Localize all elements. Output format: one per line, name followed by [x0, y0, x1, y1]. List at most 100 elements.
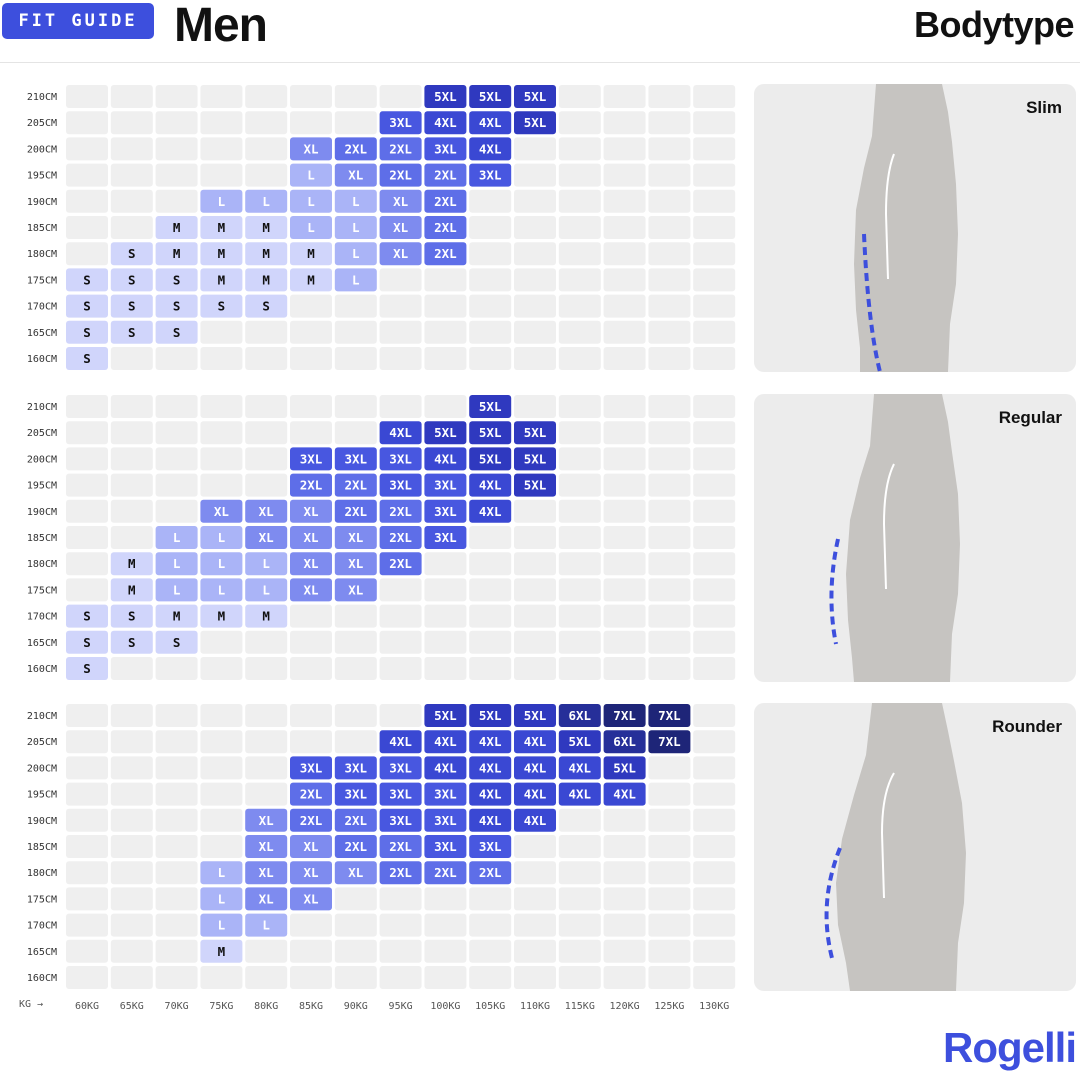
empty-cell [558, 447, 601, 471]
empty-cell [514, 216, 556, 239]
empty-cell [558, 421, 601, 445]
empty-cell [200, 347, 243, 370]
empty-cell [66, 395, 108, 418]
empty-cell [693, 111, 736, 135]
empty-cell [603, 499, 646, 523]
empty-cell [110, 189, 153, 213]
size-cell-label: 3XL [434, 141, 457, 156]
size-cell-label: L [173, 582, 181, 597]
empty-cell [693, 347, 736, 370]
empty-cell [200, 421, 243, 445]
empty-cell [66, 835, 108, 858]
empty-cell [334, 887, 377, 911]
empty-cell [424, 630, 467, 654]
size-cell-label: 2XL [389, 839, 412, 854]
size-cell [290, 861, 332, 885]
size-cell-label: 4XL [389, 425, 412, 440]
empty-cell [693, 630, 736, 654]
x-tick-label: 125KG [654, 1001, 684, 1012]
empty-cell [245, 657, 288, 680]
empty-cell [379, 395, 422, 418]
size-cell [334, 552, 377, 576]
page-title: Men [174, 0, 268, 52]
x-tick-label: 60KG [75, 1001, 99, 1012]
y-tick-label: 180CM [27, 249, 57, 260]
size-cell [155, 294, 198, 318]
empty-cell [245, 421, 288, 445]
empty-cell [200, 137, 243, 161]
empty-cell [558, 395, 601, 418]
empty-cell [200, 111, 243, 135]
empty-cell [110, 756, 153, 780]
y-tick-label: 210CM [27, 92, 57, 103]
empty-cell [245, 630, 288, 654]
y-tick-label: 210CM [27, 711, 57, 722]
size-cell-label: M [173, 609, 181, 624]
empty-cell [290, 111, 332, 135]
y-tick-label: 160CM [27, 973, 57, 984]
size-cell [290, 578, 332, 602]
size-cell-label: 5XL [524, 451, 547, 466]
size-cell [424, 782, 467, 806]
empty-cell [379, 630, 422, 654]
size-cell-label: 5XL [613, 760, 636, 775]
size-cell [290, 782, 332, 806]
size-cell [200, 552, 243, 576]
empty-cell [514, 552, 556, 576]
size-cell-label: L [218, 530, 226, 545]
y-tick-label: 200CM [27, 454, 57, 465]
empty-cell [379, 320, 422, 344]
size-cell [290, 473, 332, 497]
size-cell [110, 578, 153, 602]
size-cell [290, 189, 332, 213]
empty-cell [200, 657, 243, 680]
empty-cell [379, 347, 422, 370]
empty-cell [693, 447, 736, 471]
empty-cell [558, 657, 601, 680]
size-cell-label: 3XL [434, 787, 457, 802]
size-cell [290, 499, 332, 523]
size-cell [245, 552, 288, 576]
size-cell-label: S [83, 661, 91, 676]
empty-cell [558, 111, 601, 135]
empty-cell [648, 887, 691, 911]
empty-cell [155, 939, 198, 963]
empty-cell [648, 421, 691, 445]
size-cell-label: XL [259, 813, 275, 828]
empty-cell [648, 473, 691, 497]
empty-cell [110, 939, 153, 963]
empty-cell [693, 85, 736, 108]
empty-cell [290, 704, 332, 727]
empty-cell [648, 604, 691, 628]
empty-cell [558, 473, 601, 497]
empty-cell [603, 163, 646, 187]
empty-cell [469, 552, 512, 576]
size-cell [290, 163, 332, 187]
size-cell-label: M [262, 272, 270, 287]
size-cell [379, 861, 422, 885]
size-cell [200, 913, 243, 937]
empty-cell [66, 137, 108, 161]
size-cell [334, 782, 377, 806]
size-cell-label: XL [348, 582, 364, 597]
size-cell-label: 5XL [524, 478, 547, 493]
size-cell [379, 552, 422, 576]
size-cell-label: S [128, 635, 136, 650]
empty-cell [379, 578, 422, 602]
empty-cell [693, 704, 736, 727]
empty-cell [155, 499, 198, 523]
size-cell [334, 242, 377, 266]
empty-cell [424, 604, 467, 628]
size-cell-label: 4XL [479, 115, 502, 130]
size-cell [424, 499, 467, 523]
size-cell [514, 473, 556, 497]
empty-cell [469, 320, 512, 344]
empty-cell [379, 657, 422, 680]
size-cell [290, 242, 332, 266]
empty-cell [558, 320, 601, 344]
empty-cell [200, 395, 243, 418]
size-cell-label: XL [348, 556, 364, 571]
size-cell-label: 4XL [613, 787, 636, 802]
header-divider [0, 62, 1080, 63]
empty-cell [334, 320, 377, 344]
